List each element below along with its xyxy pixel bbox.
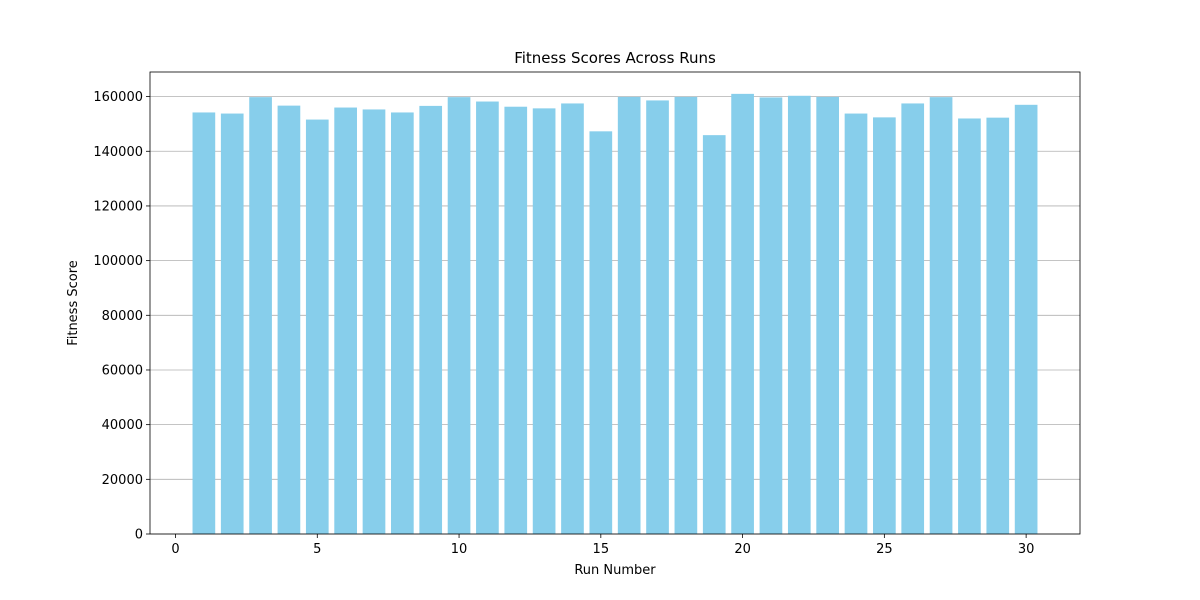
bar-run-17	[646, 100, 669, 534]
y-tick-label-5: 100000	[93, 254, 143, 269]
bar-run-11	[476, 101, 499, 534]
bar-run-10	[447, 97, 471, 534]
bar-run-25	[873, 117, 896, 534]
y-tick-label-4: 80000	[102, 309, 143, 324]
x-tick-label-4: 20	[734, 542, 751, 557]
x-tick-label-3: 15	[593, 542, 610, 557]
x-tick-label-5: 25	[876, 542, 893, 557]
x-tick-label-0: 0	[171, 542, 179, 557]
bar-run-24	[844, 113, 868, 534]
bar-run-20	[731, 93, 754, 535]
bar-run-22	[787, 95, 811, 534]
bar-run-6	[334, 107, 357, 535]
x-tick-label-2: 10	[451, 542, 468, 557]
bar-run-26	[901, 103, 925, 534]
y-tick-label-3: 60000	[102, 363, 143, 378]
bar-run-21	[759, 97, 783, 534]
bar-run-13	[532, 108, 556, 534]
bar-run-7	[362, 109, 386, 534]
plot-frame	[149, 71, 1081, 535]
x-tick-label-6: 30	[1018, 542, 1035, 557]
bar-run-8	[391, 112, 414, 535]
y-axis-ticks: 0 20000 40000 60000 80000 100000 120000 140000 1…	[93, 90, 150, 543]
bar-run-5	[305, 119, 329, 534]
bar-run-12	[504, 106, 528, 534]
bar-run-23	[816, 96, 839, 534]
grid	[150, 96, 1080, 535]
bar-run-2	[220, 113, 244, 534]
bar-run-27	[929, 97, 953, 534]
bar-run-4	[277, 105, 301, 535]
bar-run-30	[1014, 104, 1038, 534]
bar-run-14	[561, 103, 584, 534]
bars	[192, 93, 1038, 535]
bar-run-18	[674, 96, 698, 534]
y-tick-label-1: 20000	[102, 473, 143, 488]
bar-run-28	[958, 118, 981, 534]
x-axis-title: Run Number	[574, 563, 656, 578]
bar-run-29	[986, 117, 1010, 534]
bar-run-3	[249, 97, 272, 534]
y-tick-label-0: 0	[135, 528, 143, 543]
y-tick-label-2: 40000	[102, 418, 143, 433]
chart-title: Fitness Scores Across Runs	[514, 49, 716, 67]
y-axis-title: Fitness Score	[66, 260, 81, 346]
y-tick-label-8: 160000	[93, 90, 143, 105]
x-axis-ticks: 0 5 10 15 20 25 30	[171, 534, 1034, 557]
x-tick-label-1: 5	[313, 542, 321, 557]
bar-run-9	[419, 105, 443, 534]
bar-run-1	[192, 112, 216, 535]
bar-run-16	[617, 96, 641, 534]
y-tick-label-7: 140000	[93, 145, 143, 160]
bar-run-15	[589, 131, 613, 534]
bar-run-19	[702, 135, 726, 534]
y-tick-label-6: 120000	[93, 199, 143, 214]
